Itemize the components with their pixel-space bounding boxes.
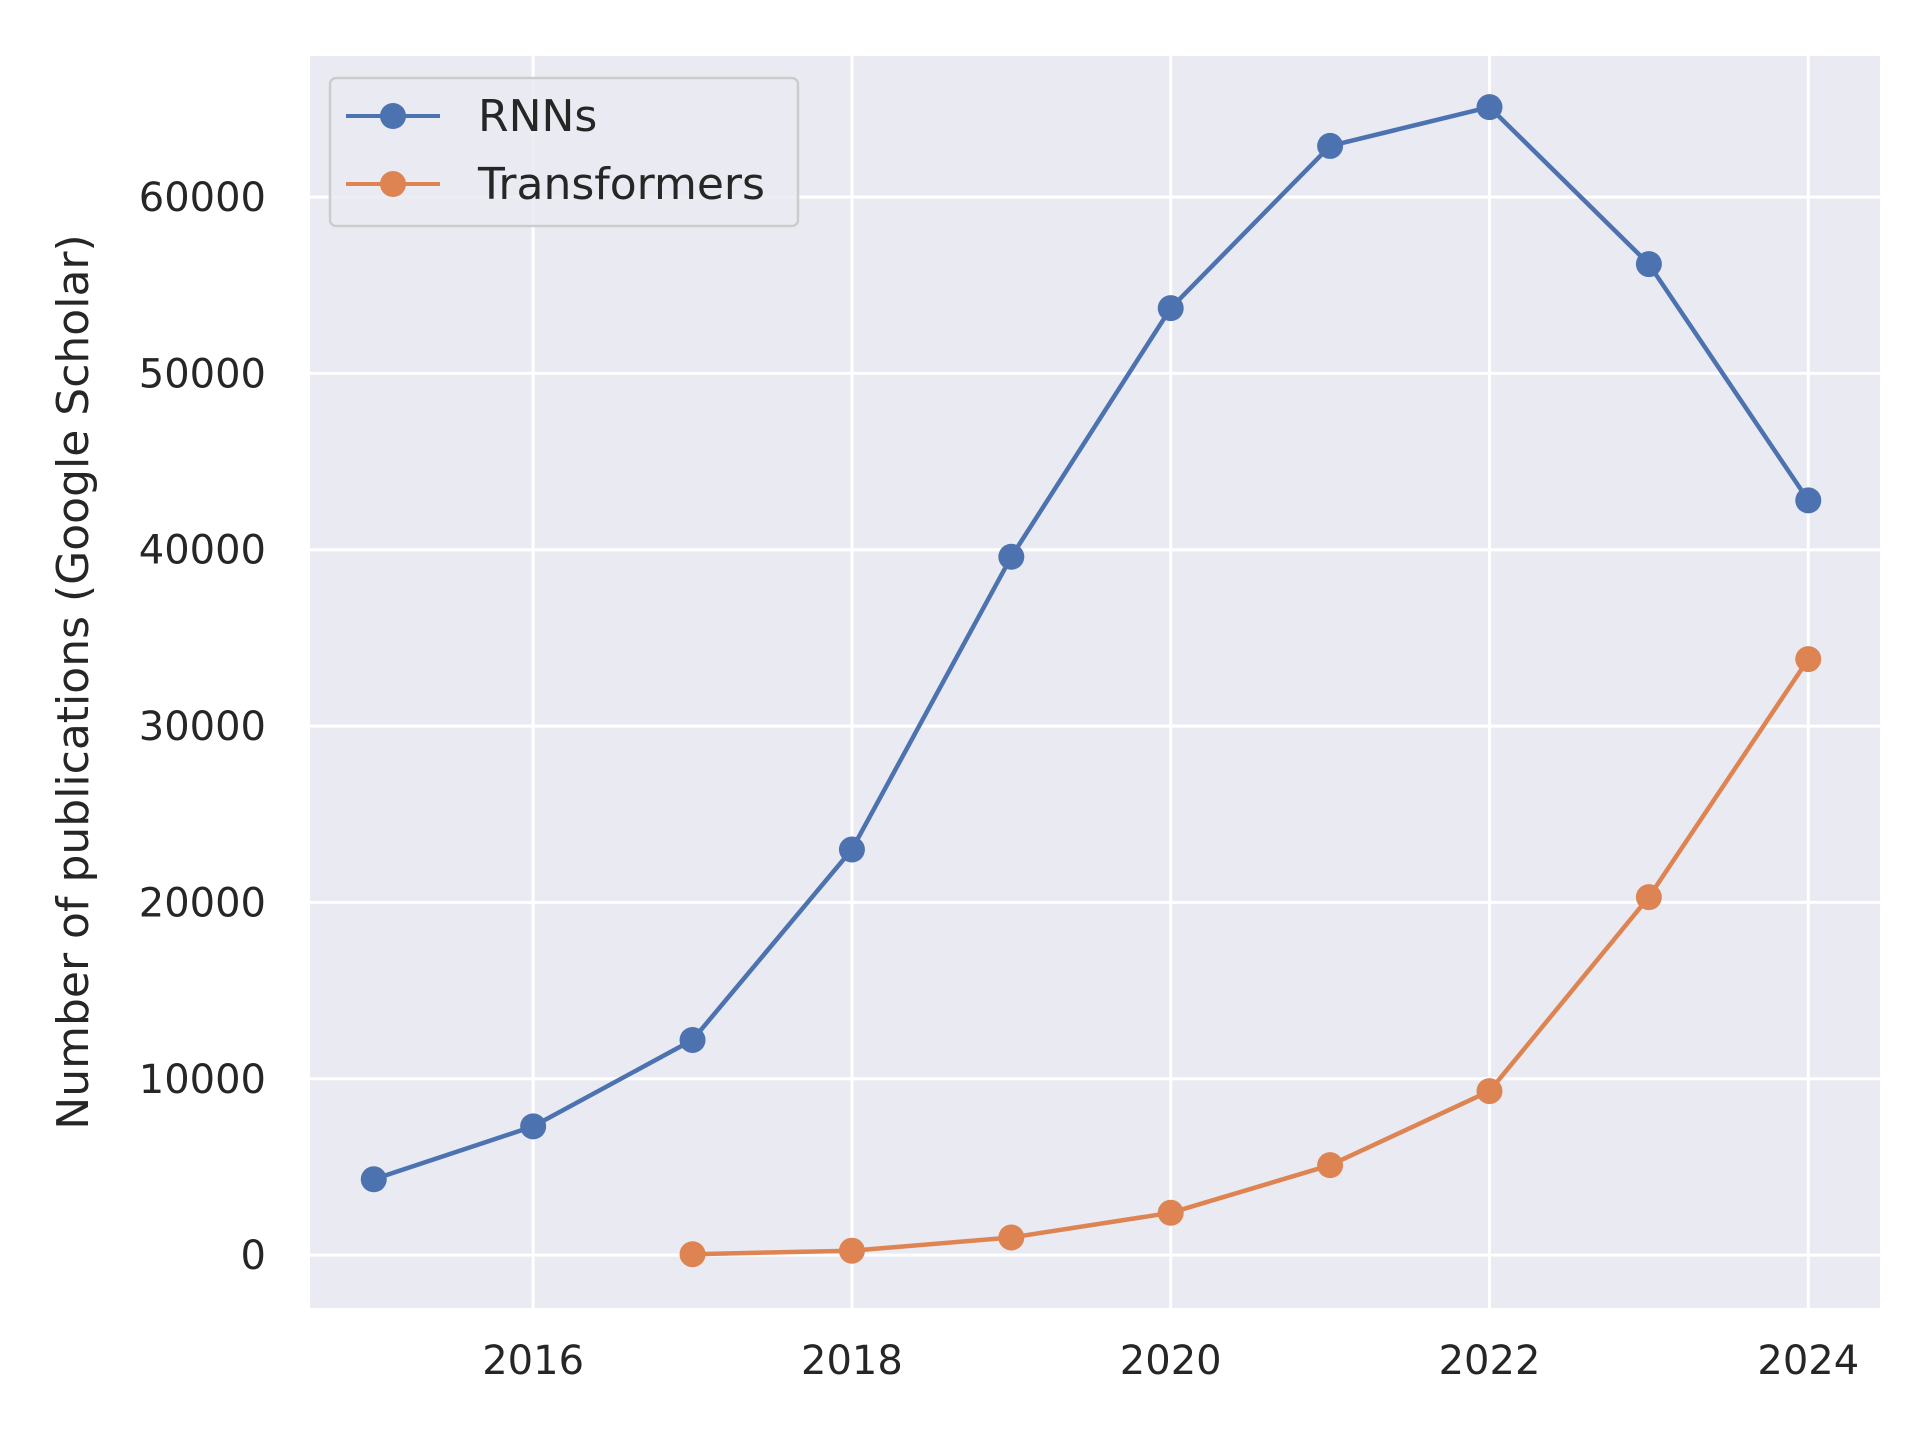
data-point-rnns-2017 <box>679 1026 706 1053</box>
y-axis-label: Number of publications (Google Scholar) <box>48 234 99 1129</box>
series-line-rnns <box>373 104 1811 1182</box>
x-tick-label-2020: 2020 <box>1120 1338 1222 1384</box>
y-tick-label-30000: 30000 <box>139 704 266 750</box>
legend-transformers-marker <box>380 171 406 197</box>
data-point-transformers-2024 <box>1795 646 1822 673</box>
y-tick-label-40000: 40000 <box>139 528 266 574</box>
data-point-transformers-2018 <box>838 1237 865 1264</box>
series-line-transformers <box>692 657 1811 1257</box>
data-point-rnns-2020 <box>1157 295 1184 322</box>
x-tick-labels: 2016 2018 2020 2022 2024 <box>482 1338 1859 1384</box>
data-point-rnns-2018 <box>838 836 865 863</box>
plot-area <box>310 56 1880 1308</box>
data-point-rnns-2024 <box>1795 487 1822 514</box>
y-tick-labels: 0 10000 20000 30000 40000 50000 60000 <box>139 175 266 1279</box>
legend-rnns-label: RNNs <box>478 91 597 142</box>
x-tick-label-2018: 2018 <box>801 1338 903 1384</box>
data-point-transformers-2023 <box>1635 884 1662 911</box>
data-point-transformers-2020 <box>1157 1199 1184 1226</box>
data-point-rnns-2023 <box>1635 251 1662 278</box>
legend-rnns-marker <box>380 103 406 129</box>
data-point-transformers-2019 <box>998 1224 1025 1251</box>
series-layer <box>360 94 1822 1268</box>
x-tick-label-2022: 2022 <box>1439 1338 1541 1384</box>
data-point-transformers-2021 <box>1317 1152 1344 1179</box>
y-tick-label-10000: 10000 <box>139 1057 266 1103</box>
y-tick-label-60000: 60000 <box>139 175 266 221</box>
y-tick-label-50000: 50000 <box>139 351 266 397</box>
y-tick-label-20000: 20000 <box>139 880 266 926</box>
data-point-transformers-2022 <box>1476 1078 1503 1105</box>
x-tick-label-2016: 2016 <box>482 1338 584 1384</box>
legend-transformers-label: Transformers <box>477 159 765 210</box>
y-tick-label-0: 0 <box>241 1233 266 1279</box>
grid-lines <box>310 56 1880 1308</box>
legend: RNNs Transformers <box>328 76 800 228</box>
data-point-rnns-2016 <box>520 1113 547 1140</box>
data-point-rnns-2019 <box>998 543 1025 570</box>
data-point-rnns-2022 <box>1476 94 1503 121</box>
x-tick-label-2024: 2024 <box>1757 1338 1859 1384</box>
data-point-rnns-2021 <box>1317 132 1344 159</box>
data-point-rnns-2015 <box>360 1166 387 1193</box>
legend-box <box>328 76 800 228</box>
series-transformers <box>679 646 1822 1268</box>
data-point-transformers-2017 <box>679 1241 706 1268</box>
series-rnns <box>360 94 1822 1193</box>
